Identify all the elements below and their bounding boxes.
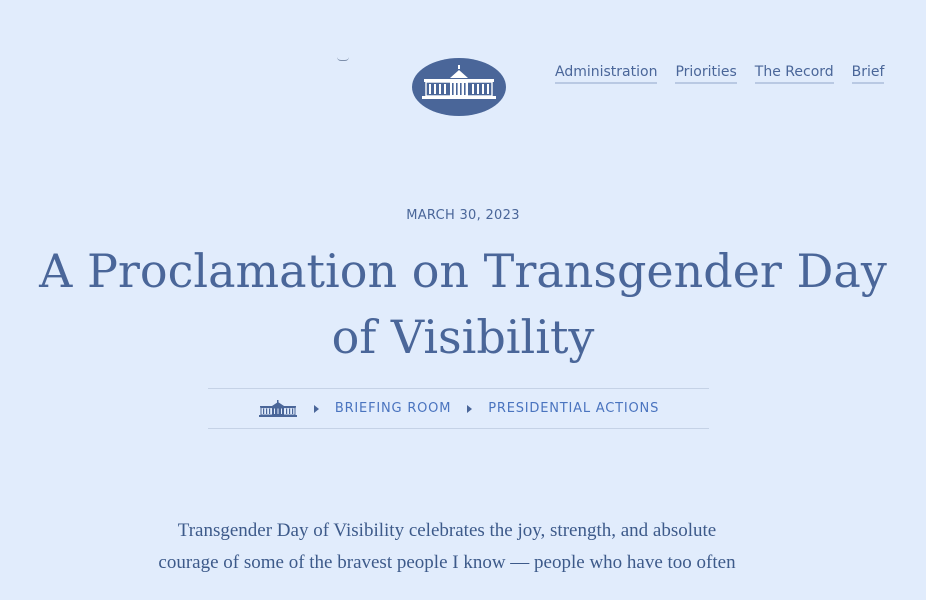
lede-line-1: Transgender Day of Visibility celebrates…	[177, 520, 717, 541]
main-navigation: Administration Priorities The Record Bri…	[555, 64, 885, 84]
nav-priorities[interactable]: Priorities	[675, 64, 737, 84]
page-title: A Proclamation on Transgender Day of Vis…	[0, 238, 926, 370]
breadcrumb-home-link[interactable]	[258, 399, 298, 418]
chevron-right-icon	[467, 404, 473, 413]
nav-administration[interactable]: Administration	[555, 64, 658, 84]
article-lede: Transgender Day of Visibility celebrates…	[0, 515, 894, 579]
breadcrumb: BRIEFING ROOM PRESIDENTIAL ACTIONS	[208, 388, 709, 429]
chevron-right-icon	[313, 404, 319, 413]
breadcrumb-presidential-actions[interactable]: PRESIDENTIAL ACTIONS	[488, 401, 660, 416]
publish-date: MARCH 30, 2023	[406, 208, 520, 223]
page-title-line-1: A Proclamation on Transgender Day	[39, 244, 887, 298]
lede-line-2: courage of some of the bravest people I …	[158, 552, 736, 573]
nav-the-record[interactable]: The Record	[754, 64, 834, 84]
white-house-icon	[258, 399, 297, 417]
page-title-line-2: of Visibility	[331, 310, 595, 364]
white-house-seal-icon[interactable]	[412, 58, 506, 116]
breadcrumb-briefing-room[interactable]: BRIEFING ROOM	[334, 401, 452, 416]
nav-briefing-room[interactable]: Brief	[851, 64, 885, 84]
top-decoration	[337, 57, 349, 61]
